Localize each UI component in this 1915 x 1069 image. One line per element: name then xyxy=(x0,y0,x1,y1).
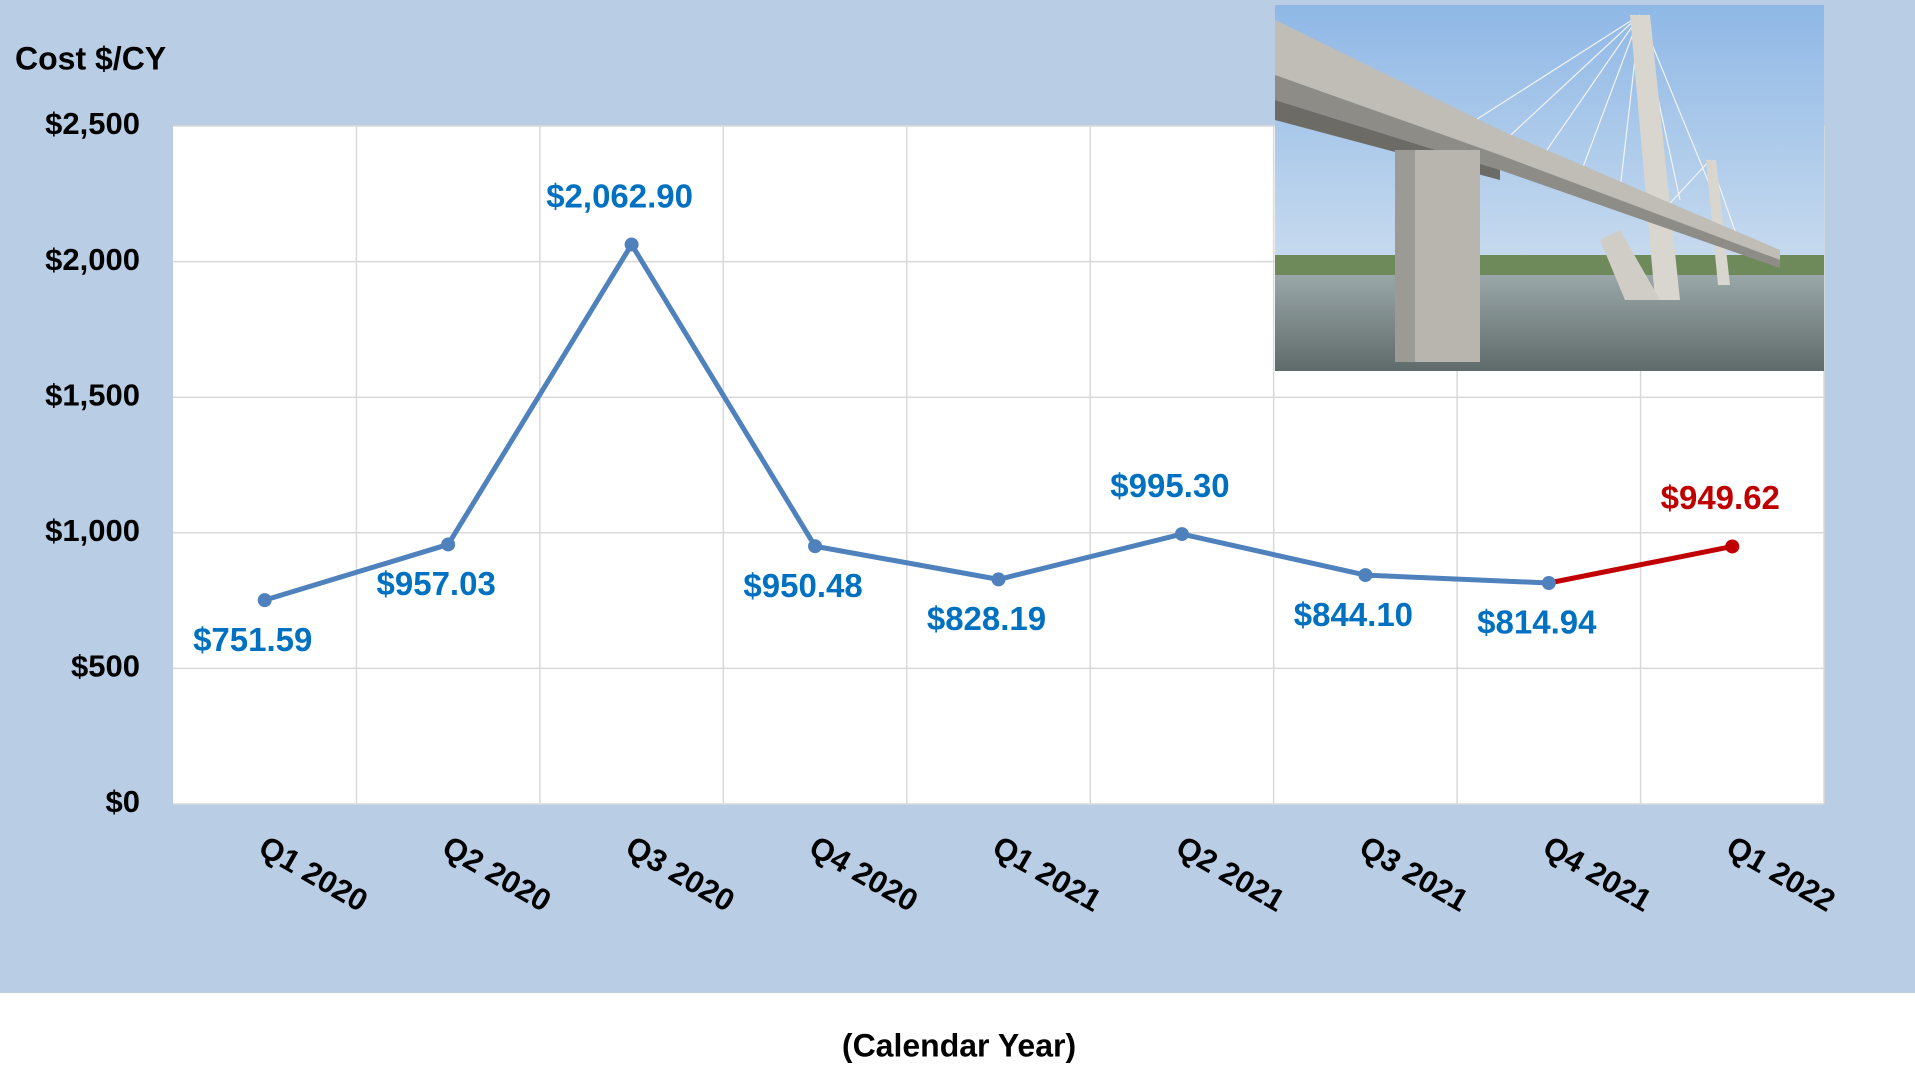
data-label: $751.59 xyxy=(193,621,312,658)
y-tick-label: $2,000 xyxy=(45,242,140,277)
y-axis-label: Cost $/CY xyxy=(15,40,166,76)
x-axis-label: (Calendar Year) xyxy=(842,1027,1076,1063)
data-point xyxy=(624,237,639,252)
grid xyxy=(173,125,1825,805)
y-tick-label: $1,000 xyxy=(45,513,140,548)
data-point xyxy=(441,537,456,552)
data-label: $2,062.90 xyxy=(546,177,693,214)
data-label: $814.94 xyxy=(1477,604,1597,641)
data-label: $957.03 xyxy=(377,565,496,602)
y-tick-label: $0 xyxy=(106,784,140,819)
series xyxy=(257,237,1740,608)
data-label: $995.30 xyxy=(1110,467,1229,504)
bridge-photo xyxy=(1275,5,1824,371)
line-segment xyxy=(1179,531,1368,578)
line-segment xyxy=(262,541,451,603)
data-point xyxy=(1541,575,1556,590)
line-segment xyxy=(629,242,818,549)
line-segment xyxy=(1362,572,1552,586)
line-segment xyxy=(1546,543,1735,586)
data-point xyxy=(991,572,1006,587)
data-label: $828.19 xyxy=(927,600,1046,637)
data-point xyxy=(808,539,823,554)
y-tick-label: $2,500 xyxy=(45,106,140,141)
y-tick-label: $1,500 xyxy=(45,377,140,412)
data-label: $950.48 xyxy=(743,567,862,604)
data-point xyxy=(1174,527,1189,542)
line-segment xyxy=(812,543,1001,582)
data-point xyxy=(1725,539,1740,554)
data-label: $949.62 xyxy=(1661,479,1780,516)
data-label: $844.10 xyxy=(1294,596,1413,633)
line-segment xyxy=(445,242,635,547)
data-point xyxy=(1358,568,1373,583)
data-point xyxy=(257,593,272,608)
y-tick-label: $500 xyxy=(71,649,140,684)
line-segment xyxy=(996,531,1185,582)
